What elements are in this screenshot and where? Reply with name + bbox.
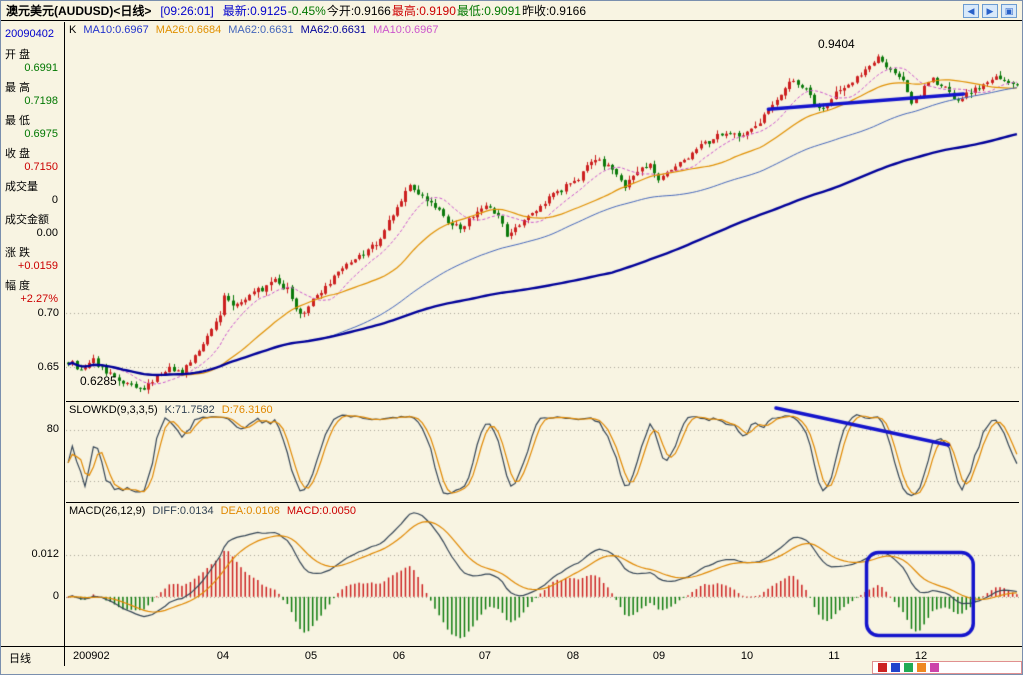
header-icon-group: ◀ ▶ ▣: [963, 3, 1017, 18]
ma-legend-item: MA62:0.6631: [300, 24, 367, 36]
scroll-left-icon[interactable]: ◀: [963, 3, 979, 18]
watermark-glyph: [891, 663, 900, 672]
ma-legend-item: MA10:0.6967: [373, 24, 439, 36]
sidebar-field-label: 成交金额: [5, 214, 49, 226]
candlestick-chart-canvas[interactable]: [66, 22, 1019, 401]
xaxis-tick: 200902: [72, 650, 110, 662]
ma-legend-item: MA10:0.6967: [83, 24, 149, 36]
sidebar-field-label: 涨 跌: [5, 247, 31, 259]
macd-legend-item: MACD(26,12,9): [69, 505, 146, 517]
quote-field: -0.45%: [287, 4, 326, 18]
macd-legend-item: DIFF:0.0134: [152, 505, 214, 517]
ma-legend-items: MA10:0.6967 MA26:0.6684 MA62:0.6631 MA62:0.…: [83, 24, 445, 36]
macd-axis-label: 0: [52, 589, 59, 602]
sidebar-field-label: 成交量: [5, 181, 38, 193]
peak-price-annotation: 0.9404: [818, 37, 855, 51]
xaxis-tick: 10: [740, 650, 754, 662]
xaxis-tick: 07: [478, 650, 492, 662]
sidebar-field-label: 幅 度: [5, 280, 31, 292]
quote-field: 最新:0.9125: [222, 4, 287, 18]
ma-legend-item: MA26:0.6684: [155, 24, 222, 36]
xaxis-tick: 08: [566, 650, 580, 662]
quote-strip: 最新:0.9125-0.45%今开:0.9166最高:0.9190最低:0.90…: [223, 2, 587, 19]
scroll-right-icon[interactable]: ▶: [982, 3, 998, 18]
slowkd-legend: SLOWKD(9,3,3,5) K:71.7582 D:76.3160: [69, 404, 280, 416]
xaxis-tick: 05: [304, 650, 318, 662]
watermark-glyph: [917, 663, 926, 672]
window-icon[interactable]: ▣: [1001, 3, 1017, 18]
sidebar-field-label: 最 低: [5, 115, 31, 127]
xaxis-tick: 04: [216, 650, 230, 662]
kd-legend-item: K:71.7582: [164, 404, 215, 416]
price-axis-label: 0.70: [37, 307, 59, 320]
quote-time: [09:26:01]: [160, 3, 214, 18]
macd-panel: MACD(26,12,9) DIFF:0.0134 DEA:0.0108 MACD:0…: [66, 502, 1019, 647]
quote-field: 今开:0.9166: [326, 4, 391, 18]
cursor-date: 20090402: [5, 28, 54, 40]
period-label[interactable]: 日线: [1, 647, 65, 666]
kd-axis-label: 80: [46, 423, 59, 436]
time-axis-ticks: 200902 04 05 06 07 08 09 10 11 12: [66, 650, 1019, 666]
main-chart-panel: K MA10:0.6967 MA26:0.6684 MA62:0.6631 MA62:0…: [66, 22, 1019, 401]
slowkd-chart-canvas[interactable]: [66, 403, 1019, 503]
macd-chart-canvas[interactable]: [66, 504, 1019, 647]
sidebar-field-value: 0.7150: [24, 161, 58, 173]
sidebar-field-value: 0: [51, 194, 58, 206]
sidebar-field-value: +2.27%: [20, 293, 58, 305]
slowkd-panel: SLOWKD(9,3,3,5) K:71.7582 D:76.3160: [66, 401, 1019, 503]
sidebar-field-label: 开 盘: [5, 49, 31, 61]
watermark-glyph: [904, 663, 913, 672]
sidebar-rows: 开 盘 0.6991 最 高 0.7198 最 低 0.6975 收 盘 0.7150 成交量 0…: [5, 46, 60, 305]
watermark-glyph: [878, 663, 887, 672]
quote-field: 最高:0.9190: [391, 4, 456, 18]
sidebar-field-value: 0.6991: [24, 62, 58, 74]
sidebar-field-value: 0.00: [36, 227, 58, 239]
price-axis-label: 0.65: [37, 361, 59, 374]
instrument-title[interactable]: 澳元美元(AUDUSD)<日线>: [6, 4, 152, 18]
sidebar-field-value: 0.7198: [24, 95, 58, 107]
header-bar: 澳元美元(AUDUSD)<日线> [09:26:01] 最新:0.9125-0.…: [1, 1, 1022, 21]
kd-legend-item: D:76.3160: [221, 404, 273, 416]
xaxis-tick: 12: [914, 650, 928, 662]
sidebar-field-value: +0.0159: [17, 260, 58, 272]
xaxis-tick: 09: [652, 650, 666, 662]
watermark-logo: [872, 661, 1022, 674]
xaxis-tick: 06: [392, 650, 406, 662]
xaxis-tick: 11: [828, 650, 840, 662]
ma-legend-item: MA62:0.6631: [228, 24, 294, 36]
kd-legend-item: SLOWKD(9,3,3,5): [69, 404, 158, 416]
quote-field: 最低:0.9091: [456, 4, 521, 18]
sidebar-field-label: 收 盘: [5, 148, 31, 160]
macd-legend: MACD(26,12,9) DIFF:0.0134 DEA:0.0108 MACD:0…: [69, 505, 363, 517]
k-legend-label: K: [69, 24, 77, 36]
trough-price-annotation: 0.6285: [80, 374, 117, 388]
time-axis: 日线 200902 04 05 06 07 08 09 10 11 12: [1, 646, 1022, 674]
macd-axis-label: 0.012: [31, 548, 59, 561]
watermark-glyph: [930, 663, 939, 672]
sidebar-field-label: 最 高: [5, 82, 31, 94]
sidebar-field-value: 0.6975: [24, 128, 58, 140]
macd-legend-item: MACD:0.0050: [286, 505, 356, 517]
ma-legend: K MA10:0.6967 MA26:0.6684 MA62:0.6631 MA62:0…: [69, 24, 446, 36]
quote-field: 昨收:0.9166: [521, 4, 586, 18]
macd-legend-item: DEA:0.0108: [220, 505, 280, 517]
